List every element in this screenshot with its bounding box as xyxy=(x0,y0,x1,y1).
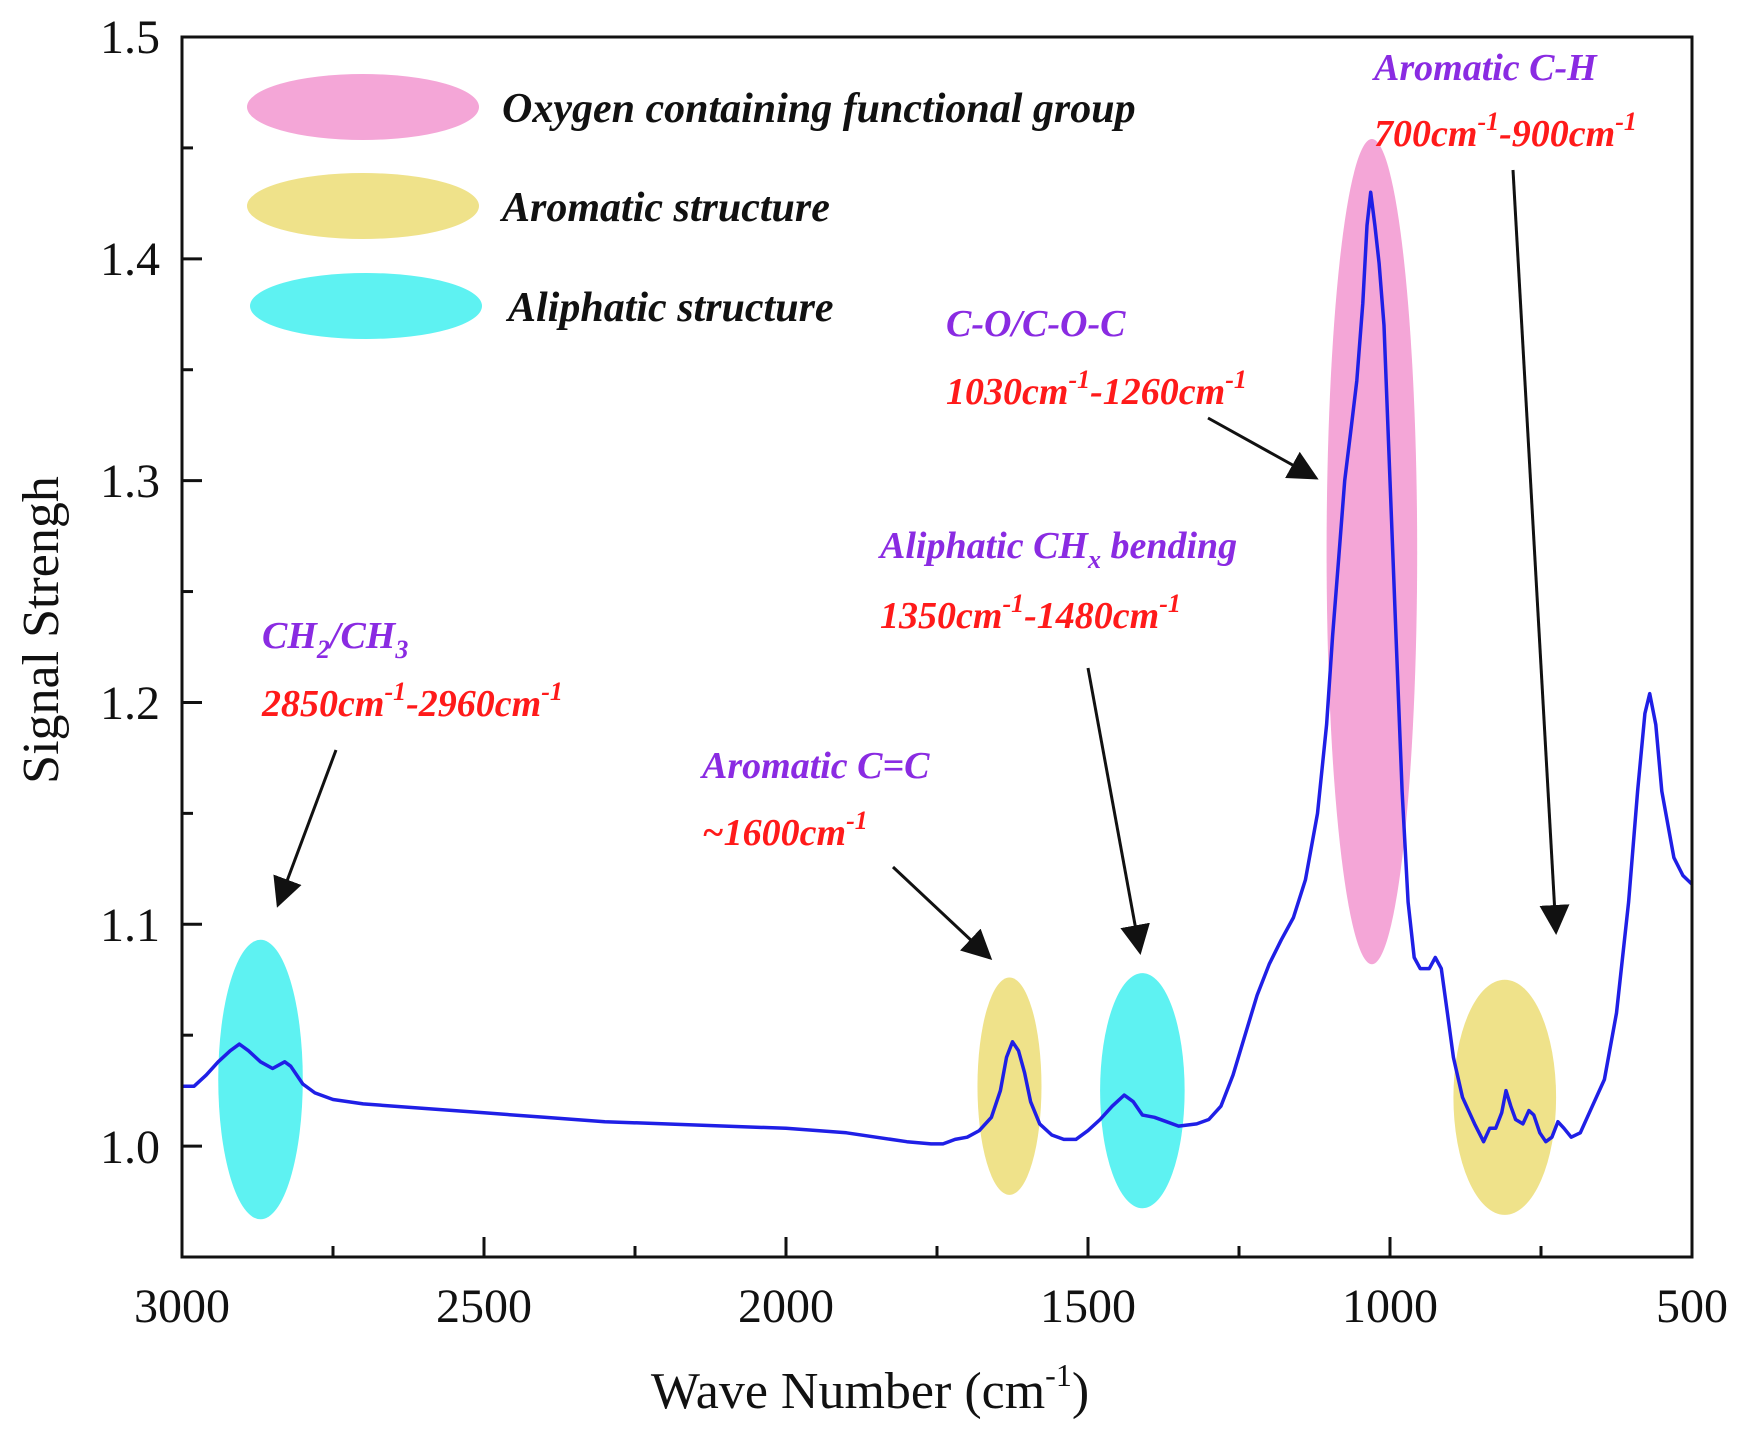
y-tick-label: 1.3 xyxy=(100,455,160,508)
annotation-aromatic-ch: Aromatic C-H 700cm-1-900cm-1 xyxy=(1372,47,1637,935)
highlight-regions xyxy=(218,139,1557,1220)
highlight-aliphatic xyxy=(1100,973,1185,1209)
highlight-aliphatic xyxy=(218,939,303,1220)
annotation-range: 1030cm-1-1260cm-1 xyxy=(946,365,1247,413)
legend-swatch-oxygen xyxy=(247,74,479,140)
legend-label-oxygen: Oxygen containing functional group xyxy=(502,86,1136,132)
annotation-ch2-ch3: CH2/CH3 2850cm-1-2960cm-1 xyxy=(261,615,563,908)
legend-swatch-aromatic xyxy=(247,173,479,239)
annotation-arrow xyxy=(891,865,993,961)
highlight-oxygen xyxy=(1326,139,1418,965)
y-tick-label: 1.4 xyxy=(100,233,160,286)
legend-label-aliphatic: Aliphatic structure xyxy=(505,285,834,331)
axis-ticks xyxy=(180,146,1694,1257)
annotation-name: CH2/CH3 xyxy=(262,615,408,664)
annotation-aliphatic-chx: Aliphatic CHx bending 1350cm-1-1480cm-1 xyxy=(878,525,1237,955)
y-tick-label: 1.0 xyxy=(100,1121,160,1174)
legend: Oxygen containing functional group Aroma… xyxy=(247,74,1136,339)
x-tick-label: 3000 xyxy=(134,1280,230,1333)
x-tick-labels: 3000 2500 2000 1500 1000 500 xyxy=(134,1280,1728,1333)
annotation-name: Aromatic C-H xyxy=(1372,47,1598,89)
x-tick-label: 2000 xyxy=(738,1280,834,1333)
y-tick-labels: 1.0 1.1 1.2 1.3 1.4 1.5 xyxy=(100,11,160,1174)
y-tick-label: 1.5 xyxy=(100,11,160,64)
x-tick-label: 2500 xyxy=(436,1280,532,1333)
highlight-aromatic xyxy=(977,977,1042,1195)
x-tick-label: 1000 xyxy=(1342,1280,1438,1333)
annotation-co-coc: C-O/C-O-C 1030cm-1-1260cm-1 xyxy=(946,303,1319,480)
annotation-name: Aliphatic CHx bending xyxy=(878,525,1237,574)
annotation-name: Aromatic C=C xyxy=(700,745,930,787)
annotation-arrow xyxy=(1207,416,1319,480)
y-tick-label: 1.2 xyxy=(100,677,160,730)
x-tick-label: 500 xyxy=(1656,1280,1728,1333)
annotation-range: 1350cm-1-1480cm-1 xyxy=(880,589,1181,637)
annotation-range: 2850cm-1-2960cm-1 xyxy=(261,677,563,725)
legend-swatch-aliphatic xyxy=(250,273,482,339)
series-layer xyxy=(182,190,1692,1146)
annotation-arrow xyxy=(273,749,338,908)
y-tick-label: 1.1 xyxy=(100,899,160,952)
annotation-range: 700cm-1-900cm-1 xyxy=(1374,107,1637,155)
legend-label-aromatic: Aromatic structure xyxy=(499,185,830,231)
annotation-arrow xyxy=(1511,169,1570,935)
annotation-name: C-O/C-O-C xyxy=(946,303,1126,345)
annotation-range: ~1600cm-1 xyxy=(702,806,868,854)
series-line xyxy=(182,190,1692,1146)
x-tick-label: 1500 xyxy=(1040,1280,1136,1333)
x-axis-label: Wave Number (cm-1) xyxy=(651,1357,1089,1420)
y-axis-label: Signal Strengh xyxy=(13,476,70,784)
annotation-aromatic-cc: Aromatic C=C ~1600cm-1 xyxy=(700,745,993,961)
annotation-arrow xyxy=(1086,667,1150,955)
